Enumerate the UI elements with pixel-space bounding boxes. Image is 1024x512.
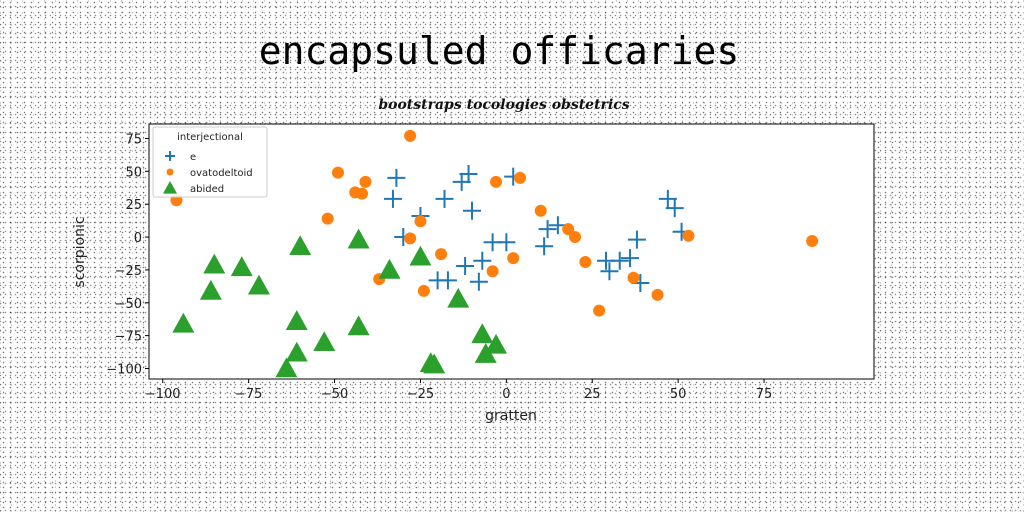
circle-marker — [435, 248, 448, 261]
y-tick-label: 25 — [125, 198, 142, 213]
circle-marker — [490, 175, 503, 188]
circle-marker — [651, 288, 664, 301]
plus-marker — [497, 233, 516, 252]
plot-area — [148, 123, 875, 380]
legend-plus-marker — [165, 151, 175, 161]
x-tick-label: 50 — [670, 387, 687, 402]
plus-marker — [627, 230, 646, 249]
plus-marker — [621, 249, 640, 268]
y-axis-ticks: 75 50 25 0 −25 −50 −75 −100 — [106, 132, 149, 377]
triangle-marker — [230, 256, 253, 277]
plus-marker — [538, 220, 557, 239]
legend-box — [152, 126, 268, 198]
x-tick-label: 75 — [756, 387, 773, 402]
y-axis-label: scorpionic — [72, 216, 88, 287]
plus-marker — [456, 256, 475, 275]
plus-marker — [387, 168, 406, 187]
plus-marker — [665, 199, 684, 218]
triangle-marker — [285, 341, 308, 362]
triangle-marker — [447, 287, 470, 308]
circle-marker — [569, 231, 582, 244]
triangle-marker — [285, 310, 308, 330]
legend-circle-marker — [166, 168, 174, 176]
plus-marker — [473, 251, 492, 270]
chart-subtitle: bootstraps tocologies obstetrics — [378, 97, 629, 113]
legend-triangle-marker — [163, 181, 177, 194]
circle-marker — [414, 215, 427, 228]
x-tick-label: −100 — [145, 387, 181, 402]
triangle-marker — [172, 312, 195, 333]
circle-marker — [579, 256, 592, 269]
plus-marker — [658, 189, 677, 208]
plus-marker — [438, 271, 457, 290]
circle-marker — [514, 171, 527, 184]
plus-marker — [459, 164, 478, 183]
x-tick-label: 25 — [584, 387, 601, 402]
triangle-marker — [409, 245, 432, 266]
triangle-marker — [203, 253, 226, 274]
plus-marker — [600, 262, 619, 281]
triangle-marker — [347, 228, 370, 249]
triangle-marker — [289, 235, 312, 256]
circle-marker — [356, 187, 369, 200]
x-axis-ticks: −100 −75 −50 −25 0 25 50 75 — [145, 379, 772, 402]
legend-label: abided — [190, 184, 224, 195]
x-axis-label: gratten — [485, 408, 537, 424]
circle-marker — [627, 271, 640, 284]
plus-marker — [469, 272, 488, 291]
circle-marker — [417, 284, 430, 297]
legend-title: interjectional — [177, 132, 243, 143]
x-tick-label: −75 — [235, 387, 262, 402]
legend-label: ovatodeltoid — [190, 168, 253, 179]
circle-marker — [682, 229, 695, 242]
y-tick-label: 75 — [125, 132, 142, 147]
x-tick-label: −25 — [407, 387, 434, 402]
circle-marker — [593, 304, 606, 317]
y-tick-label: −75 — [115, 330, 142, 345]
data-points — [170, 129, 819, 378]
circle-marker — [321, 212, 334, 225]
circle-marker — [359, 175, 372, 188]
circle-marker — [562, 223, 575, 236]
legend-items: e ovatodeltoid abided — [163, 151, 253, 195]
triangle-marker — [313, 331, 336, 351]
circle-marker — [404, 232, 417, 245]
y-tick-label: 0 — [134, 231, 142, 246]
circle-marker — [486, 265, 499, 278]
x-tick-label: −50 — [321, 387, 348, 402]
plus-marker — [435, 189, 454, 208]
circle-marker — [534, 204, 547, 217]
triangle-marker — [347, 315, 370, 336]
y-tick-label: −100 — [106, 362, 142, 377]
circle-marker — [331, 166, 344, 179]
plus-marker — [610, 251, 629, 270]
y-tick-label: 50 — [125, 165, 142, 180]
plus-marker — [462, 201, 481, 220]
circle-marker — [507, 252, 520, 265]
plus-marker — [383, 189, 402, 208]
circle-marker — [404, 129, 417, 142]
triangle-marker — [275, 357, 298, 378]
triangle-marker — [485, 333, 508, 354]
x-tick-label: 0 — [502, 387, 510, 402]
triangle-marker — [247, 274, 270, 295]
triangle-marker — [199, 279, 222, 300]
triangle-marker — [378, 258, 401, 279]
chart-title: encapsuled officaries — [259, 29, 739, 73]
y-tick-label: −25 — [115, 264, 142, 279]
triangle-marker — [471, 323, 494, 344]
circle-marker — [806, 234, 819, 247]
legend: interjectional e ovatodeltoid abided — [152, 126, 268, 198]
plus-marker — [535, 237, 554, 256]
triangle-marker — [423, 353, 446, 374]
legend-label: e — [190, 152, 196, 163]
y-tick-label: −50 — [115, 297, 142, 312]
